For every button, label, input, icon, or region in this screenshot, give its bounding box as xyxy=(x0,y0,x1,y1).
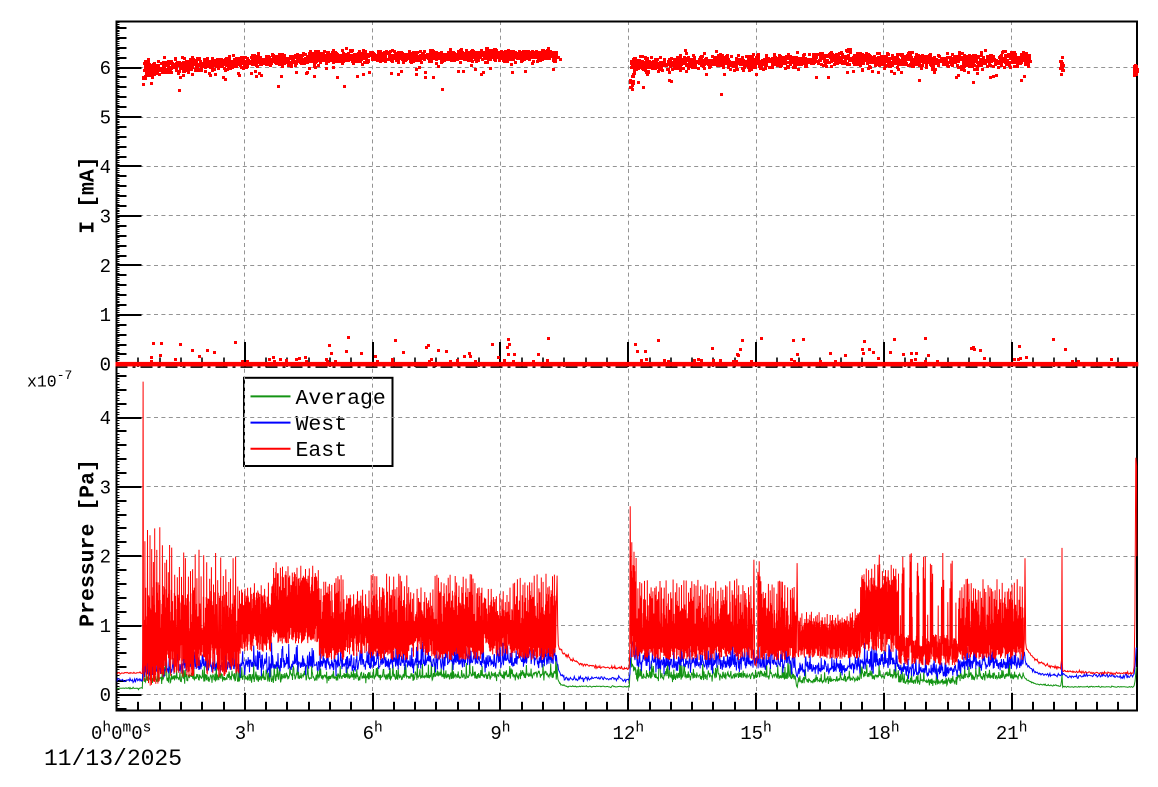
svg-text:6: 6 xyxy=(100,58,111,80)
svg-text:0: 0 xyxy=(100,355,111,377)
svg-text:4: 4 xyxy=(100,157,111,179)
svg-text:12h: 12h xyxy=(613,721,645,746)
svg-text:East: East xyxy=(296,439,348,463)
svg-text:I [mA]: I [mA] xyxy=(77,156,101,233)
svg-text:11/13/2025: 11/13/2025 xyxy=(44,746,182,772)
svg-text:6h: 6h xyxy=(363,721,383,746)
svg-text:3: 3 xyxy=(100,477,111,499)
svg-text:Pressure [Pa]: Pressure [Pa] xyxy=(77,459,101,627)
svg-text:1: 1 xyxy=(100,616,111,638)
svg-text:5: 5 xyxy=(100,108,111,130)
svg-text:1: 1 xyxy=(100,305,111,327)
svg-text:West: West xyxy=(296,413,348,437)
svg-text:18h: 18h xyxy=(868,721,900,746)
svg-text:0h0m0s: 0h0m0s xyxy=(91,721,151,746)
svg-text:15h: 15h xyxy=(740,721,772,746)
svg-text:0: 0 xyxy=(100,685,111,707)
svg-text:9h: 9h xyxy=(490,721,510,746)
svg-text:4: 4 xyxy=(100,408,111,430)
svg-text:21h: 21h xyxy=(996,721,1028,746)
svg-text:2: 2 xyxy=(100,256,111,278)
svg-text:3h: 3h xyxy=(235,721,255,746)
svg-text:2: 2 xyxy=(100,547,111,569)
svg-text:3: 3 xyxy=(100,206,111,228)
svg-text:Average: Average xyxy=(296,387,386,411)
